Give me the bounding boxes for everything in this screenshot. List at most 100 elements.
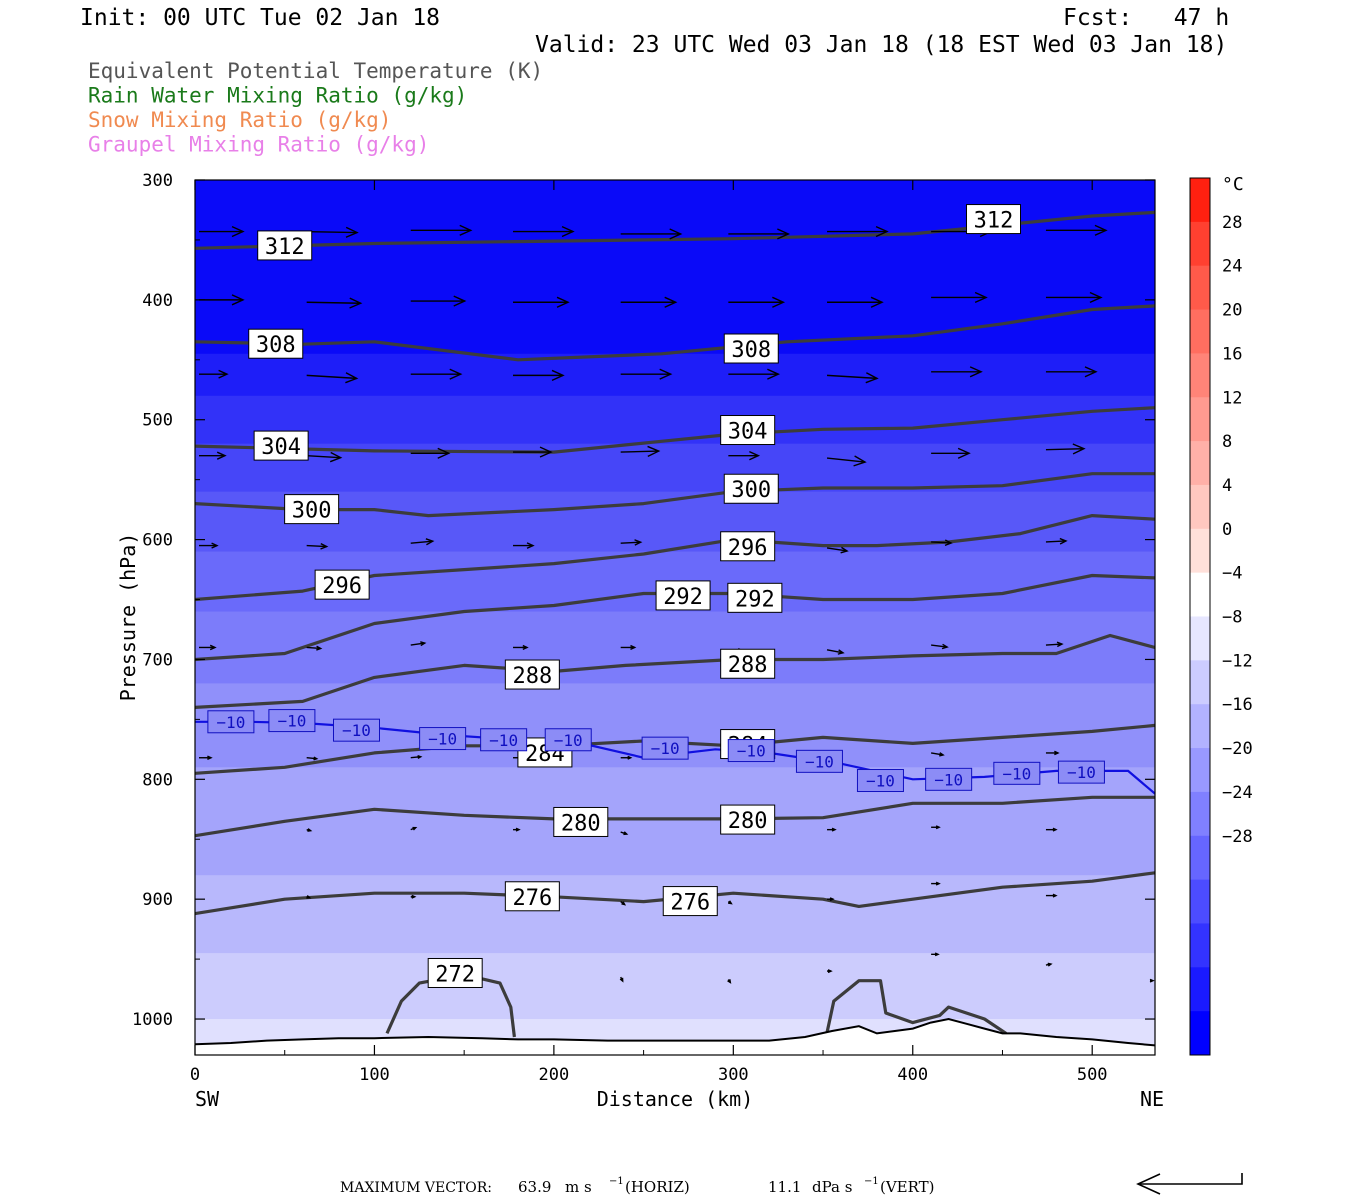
- theta-e-label-text: 304: [261, 435, 301, 460]
- terrain-surface: [195, 1017, 1155, 1055]
- colorbar-tick-label: 24: [1222, 257, 1242, 277]
- x-tick-label: 100: [359, 1065, 390, 1085]
- colorbar-swatch: [1190, 704, 1210, 749]
- theta-e-label: 304: [253, 430, 309, 461]
- wind-vector: [513, 296, 570, 308]
- colorbar-swatch: [1190, 221, 1210, 267]
- wind-vector: [1045, 893, 1058, 898]
- theta-e-contour: [195, 871, 1155, 916]
- wind-vector: [513, 369, 565, 381]
- isotherm-label-text: −10: [805, 752, 834, 771]
- wind-vector: [1045, 291, 1103, 304]
- theta-e-label: 296: [314, 569, 370, 600]
- y-axis-label: Pressure (hPa): [116, 533, 140, 702]
- isotherm-label-text: −10: [216, 713, 245, 732]
- theta-e-label-text: 288: [512, 664, 552, 689]
- theta-e-label: 280: [553, 806, 609, 837]
- theta-e-label-text: 280: [728, 809, 768, 834]
- max-vert-exponent: −1: [864, 1176, 879, 1187]
- wind-vector: [620, 831, 629, 836]
- theta-e-label-text: 304: [728, 420, 768, 445]
- theta-e-label-text: 308: [731, 338, 771, 363]
- colorbar-swatch: [1190, 967, 1210, 1012]
- colorbar-swatch: [1190, 309, 1210, 354]
- theta-e-label-text: 272: [435, 962, 475, 987]
- isotherm-label-text: −10: [651, 739, 680, 758]
- theta-e-label-text: 292: [663, 585, 703, 610]
- colorbar-tick-label: 0: [1222, 520, 1232, 540]
- wind-vector: [1149, 978, 1155, 983]
- isotherm-label: −10: [993, 761, 1041, 785]
- wind-vector: [1045, 827, 1058, 832]
- colorbar-tick-label: 28: [1222, 213, 1242, 233]
- y-tick-label: 300: [142, 171, 173, 191]
- wind-vector: [826, 455, 867, 467]
- legend-entry: Snow Mixing Ratio (g/kg): [88, 108, 391, 132]
- wind-vector: [306, 756, 319, 761]
- wind-vector: [620, 901, 627, 906]
- wind-vector: [930, 752, 945, 757]
- max-vert-kind: (VERT): [880, 1178, 935, 1196]
- wind-vector: [410, 826, 418, 831]
- colorbar-swatch: [1190, 178, 1210, 223]
- theta-e-label: 300: [284, 494, 340, 525]
- wind-vector: [1045, 224, 1108, 236]
- y-tick-label: 1000: [132, 1010, 173, 1030]
- isotherm-label: −10: [795, 749, 843, 773]
- x-tick-label: 500: [1077, 1065, 1108, 1085]
- wind-vector: [410, 538, 435, 546]
- theta-e-label-text: 280: [561, 811, 601, 836]
- wind-vector: [1045, 641, 1064, 648]
- y-tick-label: 400: [142, 291, 173, 311]
- theta-e-label-text: 312: [265, 235, 305, 260]
- terrain-line: [195, 1017, 1155, 1047]
- colorbar-swatch: [1190, 616, 1210, 661]
- colorbar-swatch: [1190, 923, 1210, 968]
- wind-vector: [410, 447, 451, 459]
- colorbar-tick-label: 12: [1222, 388, 1242, 408]
- wind-vector: [727, 979, 732, 984]
- y-tick-label: 500: [142, 411, 173, 431]
- wind-vector: [727, 900, 733, 905]
- wind-vector: [620, 539, 643, 546]
- wind-vector: [931, 643, 949, 650]
- colorbar-swatch: [1190, 397, 1210, 442]
- forecast-hour: Fcst: 47 h: [1063, 5, 1229, 31]
- wind-vector: [410, 368, 463, 380]
- wind-vector: [620, 445, 661, 457]
- wind-vector: [931, 952, 940, 957]
- max-vert-unit: dPa s: [812, 1178, 852, 1196]
- isotherm-label: −10: [641, 736, 689, 760]
- wind-vector: [826, 649, 845, 655]
- temperature-colorbar: 28 24 20 16 12 8 4 0 −4 −8 −12 −16 −20 −24 −28: [1189, 177, 1253, 1056]
- colorbar-swatch: [1190, 265, 1210, 311]
- colorbar-swatch: [1190, 835, 1210, 881]
- theta-e-label: 296: [720, 531, 776, 562]
- wind-vector: [410, 894, 417, 899]
- wind-vector: [931, 291, 988, 304]
- wind-vector: [1045, 366, 1098, 378]
- theta-e-label-text: 276: [670, 891, 710, 916]
- contour-labels: 312 312 308 308 304 304 300 300 296 296 292 292 288 2…: [248, 204, 1022, 988]
- isotherm-label-text: −10: [428, 730, 457, 749]
- isotherm-labels: −10 −10 −10 −10 −10 −10 −10 −10 −10 −10 −10 −10 −10: [207, 709, 1105, 793]
- wind-vector: [931, 881, 941, 886]
- temperature-shading: [195, 180, 1155, 1055]
- wind-vector: [827, 897, 835, 902]
- theta-e-contour: [195, 795, 1155, 838]
- colorbar-tick-label: −8: [1222, 608, 1242, 628]
- isotherm-label-text: −10: [1067, 763, 1096, 782]
- theta-e-label-text: 296: [322, 574, 362, 599]
- colorbar-tick-label: 8: [1222, 432, 1232, 452]
- isotherm-label-text: −10: [554, 731, 583, 750]
- wind-vector: [620, 644, 637, 650]
- wind-vector: [410, 295, 467, 307]
- isotherm-label: −10: [207, 710, 255, 734]
- wind-vector: [306, 645, 323, 651]
- isotherm-label: −10: [268, 709, 316, 733]
- wind-vector: [728, 296, 786, 308]
- theta-e-label-text: 300: [292, 499, 332, 524]
- wind-vector: [827, 969, 833, 974]
- ne-end-label: NE: [1140, 1087, 1164, 1111]
